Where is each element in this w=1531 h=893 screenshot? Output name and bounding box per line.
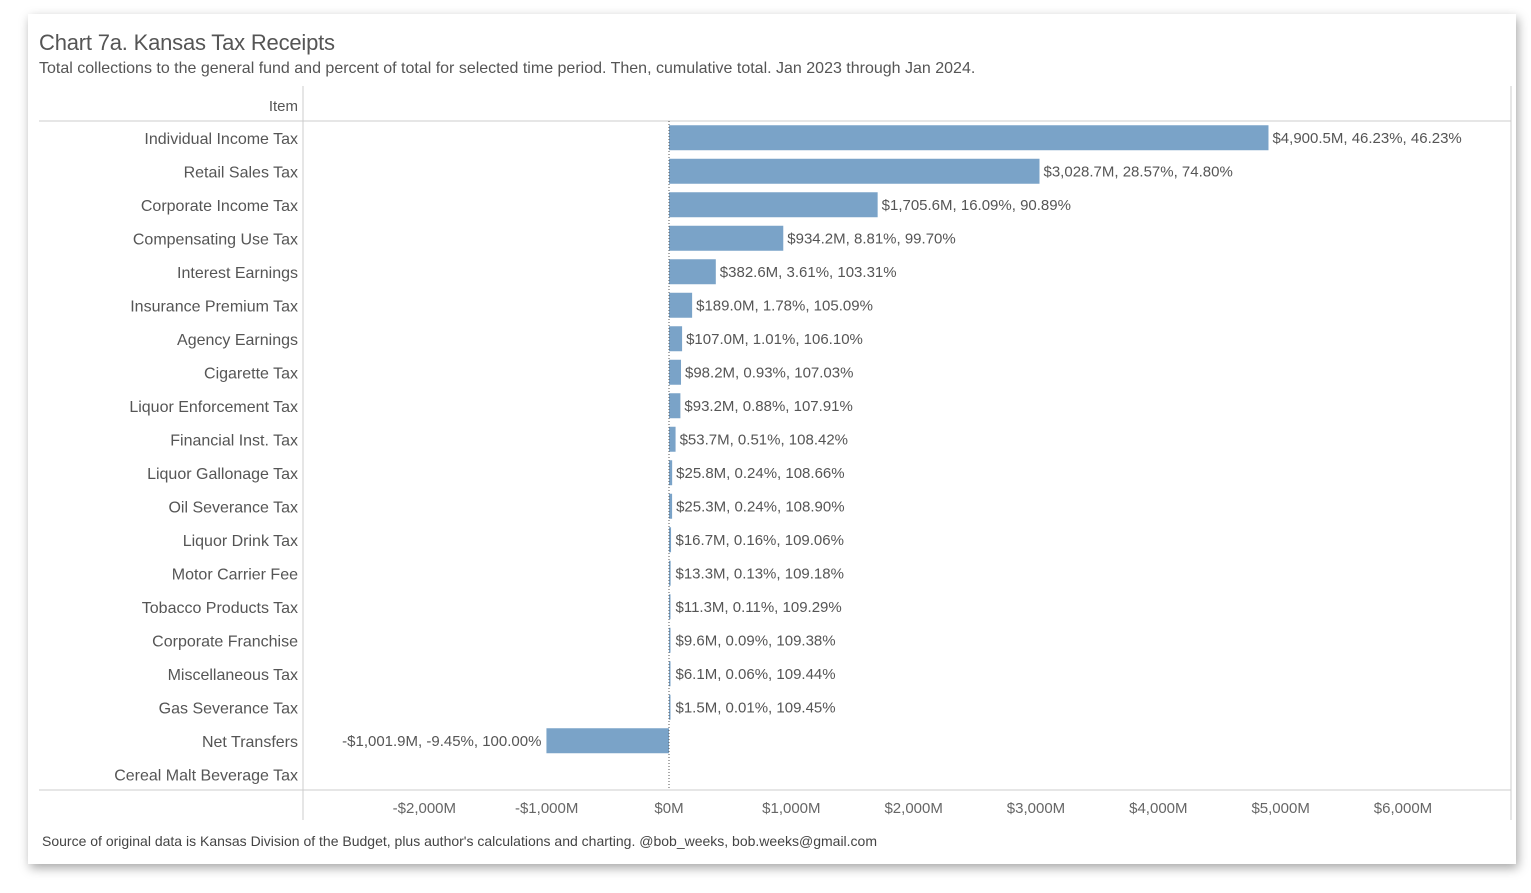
bar [669, 359, 682, 385]
bar [669, 292, 693, 318]
data-label: $4,900.5M, 46.23%, 46.23% [1272, 130, 1461, 147]
data-label: $1.5M, 0.01%, 109.45% [676, 699, 836, 716]
data-label: $3,028.7M, 28.57%, 74.80% [1044, 163, 1233, 180]
data-label: $98.2M, 0.93%, 107.03% [685, 364, 853, 381]
data-label: $6.1M, 0.06%, 109.44% [676, 666, 836, 683]
category-label: Liquor Enforcement Tax [129, 399, 298, 416]
category-label: Compensating Use Tax [133, 231, 298, 248]
category-label: Financial Inst. Tax [170, 432, 298, 449]
category-label: Agency Earnings [177, 332, 298, 349]
bar [669, 393, 681, 419]
category-label: Retail Sales Tax [184, 164, 298, 181]
x-tick-label: $6,000M [1374, 800, 1432, 817]
bar [669, 560, 671, 586]
bar [669, 661, 671, 687]
category-label: Gas Severance Tax [159, 700, 298, 717]
data-label: $382.6M, 3.61%, 103.31% [720, 264, 897, 281]
bar [669, 627, 671, 653]
data-label: $93.2M, 0.88%, 107.91% [684, 398, 852, 415]
category-label: Corporate Franchise [152, 633, 298, 650]
x-tick-label: $2,000M [884, 800, 942, 817]
bar [669, 259, 716, 285]
data-label: $53.7M, 0.51%, 108.42% [680, 431, 848, 448]
data-label: -$1,001.9M, -9.45%, 100.00% [342, 733, 541, 750]
bar [546, 728, 669, 754]
category-label: Liquor Gallonage Tax [147, 466, 298, 483]
bar [669, 225, 784, 251]
category-label: Interest Earnings [177, 265, 298, 282]
category-label: Motor Carrier Fee [172, 566, 298, 583]
bar [669, 527, 672, 553]
data-label: $189.0M, 1.78%, 105.09% [696, 297, 873, 314]
category-label: Individual Income Tax [144, 131, 298, 148]
chart-subtitle: Total collections to the general fund an… [39, 60, 976, 77]
category-label: Liquor Drink Tax [183, 533, 298, 550]
x-tick-label: $0M [654, 800, 683, 817]
x-tick-label: -$2,000M [393, 800, 456, 817]
x-tick-label: $1,000M [762, 800, 820, 817]
bar [669, 192, 878, 218]
data-label: $16.7M, 0.16%, 109.06% [676, 532, 844, 549]
data-label: $9.6M, 0.09%, 109.38% [676, 632, 836, 649]
bar [669, 158, 1040, 184]
bar [669, 460, 673, 486]
chart-title: Chart 7a. Kansas Tax Receipts [39, 30, 335, 55]
x-tick-label: $5,000M [1251, 800, 1309, 817]
category-label: Corporate Income Tax [141, 198, 298, 215]
data-label: $25.3M, 0.24%, 108.90% [676, 498, 844, 515]
bar [669, 125, 1269, 151]
bar [669, 594, 671, 620]
data-label: $11.3M, 0.11%, 109.29% [676, 599, 842, 616]
data-label: $25.8M, 0.24%, 108.66% [676, 465, 844, 482]
category-label: Net Transfers [202, 734, 298, 751]
data-label: $13.3M, 0.13%, 109.18% [676, 565, 844, 582]
data-label: $1,705.6M, 16.09%, 90.89% [882, 197, 1071, 214]
bar [669, 493, 673, 519]
data-label: $107.0M, 1.01%, 106.10% [686, 331, 863, 348]
row-header: Item [269, 98, 298, 115]
x-tick-label: -$1,000M [515, 800, 578, 817]
bar-chart: Item Individual Income Tax $4,900.5M, 46.2… [39, 86, 1512, 820]
category-label: Miscellaneous Tax [168, 667, 298, 684]
x-tick-label: $4,000M [1129, 800, 1187, 817]
category-label: Tobacco Products Tax [142, 600, 298, 617]
x-tick-label: $3,000M [1007, 800, 1065, 817]
category-label: Insurance Premium Tax [130, 298, 298, 315]
category-label: Cigarette Tax [204, 365, 298, 382]
bar [669, 426, 676, 452]
chart-card: Chart 7a. Kansas Tax Receipts Total coll… [28, 14, 1516, 864]
chart-footer: Source of original data is Kansas Divisi… [42, 833, 877, 849]
bar [669, 326, 683, 352]
category-label: Oil Severance Tax [168, 499, 298, 516]
data-label: $934.2M, 8.81%, 99.70% [787, 230, 955, 247]
bar [669, 694, 671, 720]
category-label: Cereal Malt Beverage Tax [114, 767, 298, 784]
